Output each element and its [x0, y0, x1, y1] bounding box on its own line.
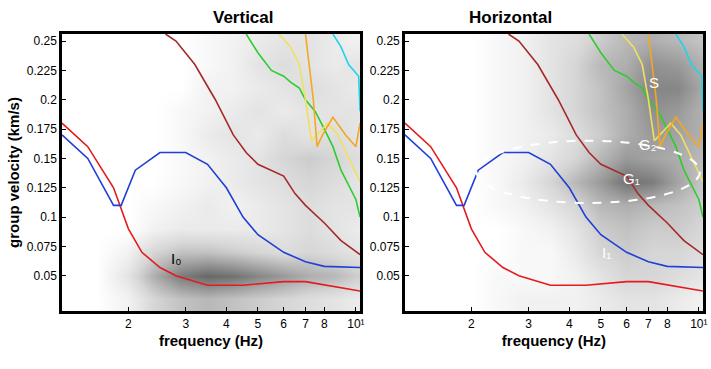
- svg-text:5: 5: [255, 317, 262, 331]
- svg-text:0.125: 0.125: [370, 181, 400, 195]
- svg-text:0.225: 0.225: [27, 64, 57, 78]
- svg-text:7: 7: [645, 317, 652, 331]
- svg-text:frequency (Hz): frequency (Hz): [159, 332, 263, 349]
- svg-text:0.075: 0.075: [370, 240, 400, 254]
- svg-text:8: 8: [664, 317, 671, 331]
- svg-text:Horizontal: Horizontal: [469, 8, 552, 27]
- svg-text:0.2: 0.2: [40, 93, 57, 107]
- svg-text:7: 7: [302, 317, 309, 331]
- svg-text:10¹: 10¹: [347, 317, 364, 331]
- svg-text:6: 6: [280, 317, 287, 331]
- svg-text:0.25: 0.25: [376, 34, 400, 48]
- svg-text:frequency (Hz): frequency (Hz): [502, 332, 606, 349]
- svg-text:2: 2: [125, 317, 132, 331]
- svg-text:0.1: 0.1: [40, 210, 57, 224]
- svg-text:I₀: I₀: [171, 250, 181, 267]
- svg-text:0.225: 0.225: [370, 64, 400, 78]
- svg-text:G₁: G₁: [623, 170, 640, 187]
- svg-text:I₁: I₁: [602, 244, 611, 261]
- svg-text:0.05: 0.05: [376, 269, 400, 283]
- svg-text:0.05: 0.05: [33, 269, 57, 283]
- svg-text:group velocity (km/s): group velocity (km/s): [5, 97, 22, 248]
- svg-text:0.1: 0.1: [383, 210, 400, 224]
- svg-text:4: 4: [223, 317, 230, 331]
- svg-text:10¹: 10¹: [690, 317, 707, 331]
- svg-text:4: 4: [566, 317, 573, 331]
- svg-text:0.075: 0.075: [27, 240, 57, 254]
- svg-text:0.175: 0.175: [370, 122, 400, 136]
- svg-text:3: 3: [525, 317, 532, 331]
- svg-text:S: S: [649, 74, 659, 91]
- svg-text:0.175: 0.175: [27, 122, 57, 136]
- svg-text:0.15: 0.15: [33, 152, 57, 166]
- svg-text:0.15: 0.15: [376, 152, 400, 166]
- svg-text:8: 8: [321, 317, 328, 331]
- svg-text:3: 3: [182, 317, 189, 331]
- svg-text:5: 5: [598, 317, 605, 331]
- svg-text:0.125: 0.125: [27, 181, 57, 195]
- svg-text:6: 6: [623, 317, 630, 331]
- svg-text:2: 2: [468, 317, 475, 331]
- svg-text:Vertical: Vertical: [213, 8, 274, 27]
- svg-text:0.2: 0.2: [383, 93, 400, 107]
- svg-text:0.25: 0.25: [33, 34, 57, 48]
- svg-text:G₂: G₂: [639, 136, 657, 153]
